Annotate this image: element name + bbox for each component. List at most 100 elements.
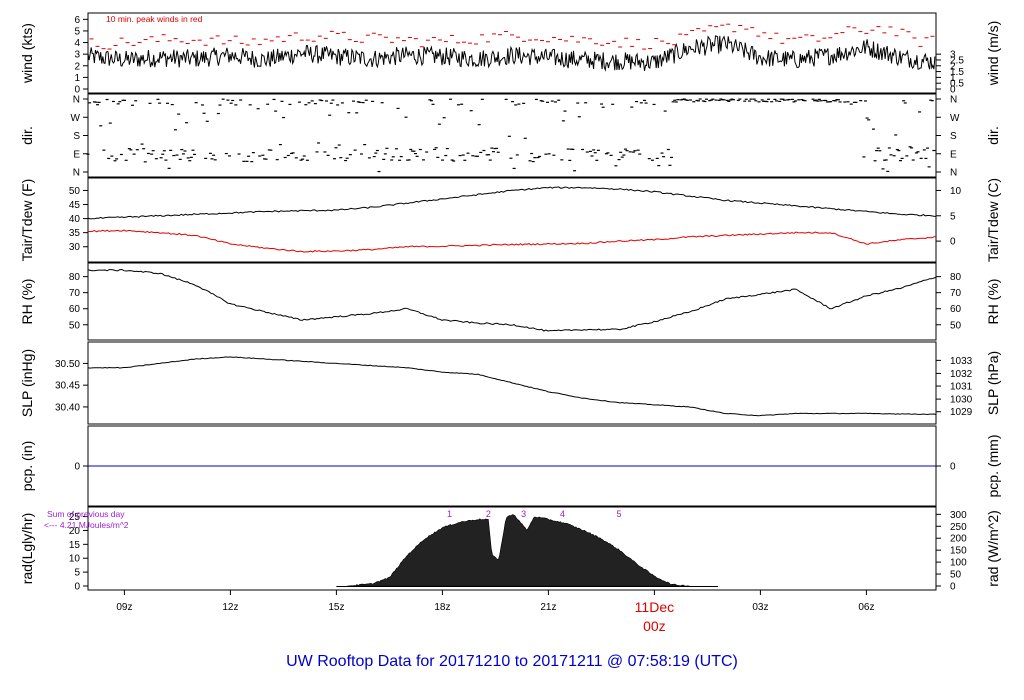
tick-label-right: S [950, 131, 957, 142]
tick-label-left: E [73, 149, 80, 160]
tick-label-right: 0 [950, 462, 956, 473]
tick-label-right: 1032 [950, 369, 973, 380]
wind-series-line [87, 35, 936, 72]
panel-frame [87, 12, 937, 94]
panel-temp: Tair/Tdew (F) Tair/Tdew (C) 30 35 40 45 50 0 5 10 [19, 177, 1001, 263]
radiation-marker-label: 2 [486, 509, 491, 519]
tick-label-right: 80 [950, 272, 962, 283]
tick-label-right: 250 [950, 522, 967, 533]
tick-label-right: 5 [950, 211, 956, 222]
tick-label-left: 15 [69, 540, 81, 551]
tick-label-right: 0 [950, 85, 956, 96]
tick-label-left: 45 [69, 200, 81, 211]
panel-rh: RH (%) RH (%) 50 60 70 80 50 60 70 80 [19, 262, 1001, 341]
panel-frame [87, 177, 937, 263]
y-axis-label-left: dir. [19, 126, 35, 145]
panel-frame [87, 93, 937, 178]
tick-label-right: N [950, 95, 957, 106]
x-date-label: 11Dec [635, 599, 674, 615]
y-axis-label-right: rad (W/m^2) [985, 510, 1001, 587]
slp-series-line [87, 356, 937, 417]
tick-label-left: 50 [69, 320, 81, 331]
peak-wind-annotation: 10 min. peak winds in red [106, 14, 203, 24]
tick-label-right: 300 [950, 510, 967, 521]
tick-label-right: 1031 [950, 382, 973, 393]
x-tick-label: 06z [858, 602, 874, 613]
x-tick-label: 18z [434, 602, 450, 613]
tick-label-left: 30 [69, 242, 81, 253]
tdew-series-line [87, 229, 937, 253]
chart-title: UW Rooftop Data for 20171210 to 20171211… [286, 653, 738, 670]
tick-label-right: 0 [950, 582, 956, 593]
radiation-marker-label: 1 [447, 509, 452, 519]
y-axis-label-left: SLP (inHg) [19, 349, 35, 417]
y-axis-label-right: pcp. (mm) [985, 435, 1001, 498]
tick-label-right: 50 [950, 320, 962, 331]
y-axis-label-left: pcp. (in) [19, 441, 35, 492]
y-axis-label-right: dir. [985, 126, 1001, 145]
tick-label-left: W [71, 113, 81, 124]
tick-label-left: 3 [74, 50, 80, 61]
y-axis-label-left: Tair/Tdew (F) [19, 179, 35, 261]
tick-label-left: S [73, 131, 80, 142]
tick-label-right: 0.5 [950, 79, 964, 90]
tick-label-left: 20 [69, 526, 81, 537]
tick-label-right: 200 [950, 534, 967, 545]
tick-label-right: 3 [950, 50, 956, 61]
y-axis-label-right: SLP (hPa) [985, 351, 1001, 415]
y-axis-label-left: rad(Lgly/hr) [19, 513, 35, 585]
tick-label-right: 0 [950, 237, 956, 248]
panel-frame [87, 341, 937, 425]
tick-label-left: 30.40 [55, 402, 80, 413]
y-axis-label-left: RH (%) [19, 279, 35, 325]
x-tick-label: 12z [222, 602, 238, 613]
tick-label-left: 0 [74, 462, 80, 473]
x-axis: 09z 12z 15z 18z 21z 11Dec 00z 03z 06z [116, 590, 874, 634]
tick-label-left: 0 [74, 85, 80, 96]
tick-label-right: 2 [950, 61, 956, 72]
tick-label-right: 150 [950, 546, 967, 557]
tick-label-left: 30.50 [55, 359, 80, 370]
tick-label-right: 1030 [950, 395, 973, 406]
tick-label-right: W [950, 113, 960, 124]
tick-label-left: 70 [69, 288, 81, 299]
radiation-marker-label: 3 [521, 509, 526, 519]
radiation-sum-annotation: Sum of previous day [47, 509, 125, 519]
tick-label-left: 2 [74, 61, 80, 72]
panel-wind: wind (kts) wind (m/s)012345600.511.522.53… [19, 12, 1001, 96]
tick-label-left: 1 [74, 73, 80, 84]
x-tick-label: 09z [116, 602, 132, 613]
tick-label-right: 70 [950, 288, 962, 299]
tair-series-line [87, 186, 937, 220]
tick-label-left: 50 [69, 186, 81, 197]
tick-label-left: N [73, 95, 80, 106]
tick-label-right: 60 [950, 304, 962, 315]
y-axis-label-right: RH (%) [985, 279, 1001, 325]
tick-label-right: 50 [950, 570, 962, 581]
tick-label-left: 5 [74, 26, 80, 37]
tick-label-left: 0 [74, 582, 80, 593]
panel-slp: SLP (inHg) SLP (hPa)30.4030.4530.50102910… [19, 341, 1001, 425]
radiation-sum-value: <--- 4.21 MJoules/m^2 [44, 520, 129, 530]
tick-label-left: 25 [69, 512, 81, 523]
tick-label-right: 1033 [950, 356, 973, 367]
tick-label-left: N [73, 168, 80, 179]
tick-label-right: 1029 [950, 407, 973, 418]
tick-label-right: E [950, 149, 957, 160]
y-axis-label-left: wind (kts) [19, 23, 35, 84]
panel-rad: rad(Lgly/hr) rad (W/m^2)05101520250501001… [19, 506, 1001, 593]
tick-label-left: 5 [74, 568, 80, 579]
tick-label-right: 100 [950, 558, 967, 569]
radiation-marker-label: 4 [560, 509, 565, 519]
tick-label-right: 1 [950, 73, 956, 84]
radiation-area [346, 514, 690, 587]
panel-frame [87, 262, 937, 341]
tick-label-right: 10 [950, 186, 962, 197]
panel-frame [87, 506, 937, 591]
tick-label-right: N [950, 168, 957, 179]
x-tick-label: 21z [540, 602, 556, 613]
x-tick-label: 15z [328, 602, 344, 613]
tick-label-left: 30.45 [55, 381, 80, 392]
